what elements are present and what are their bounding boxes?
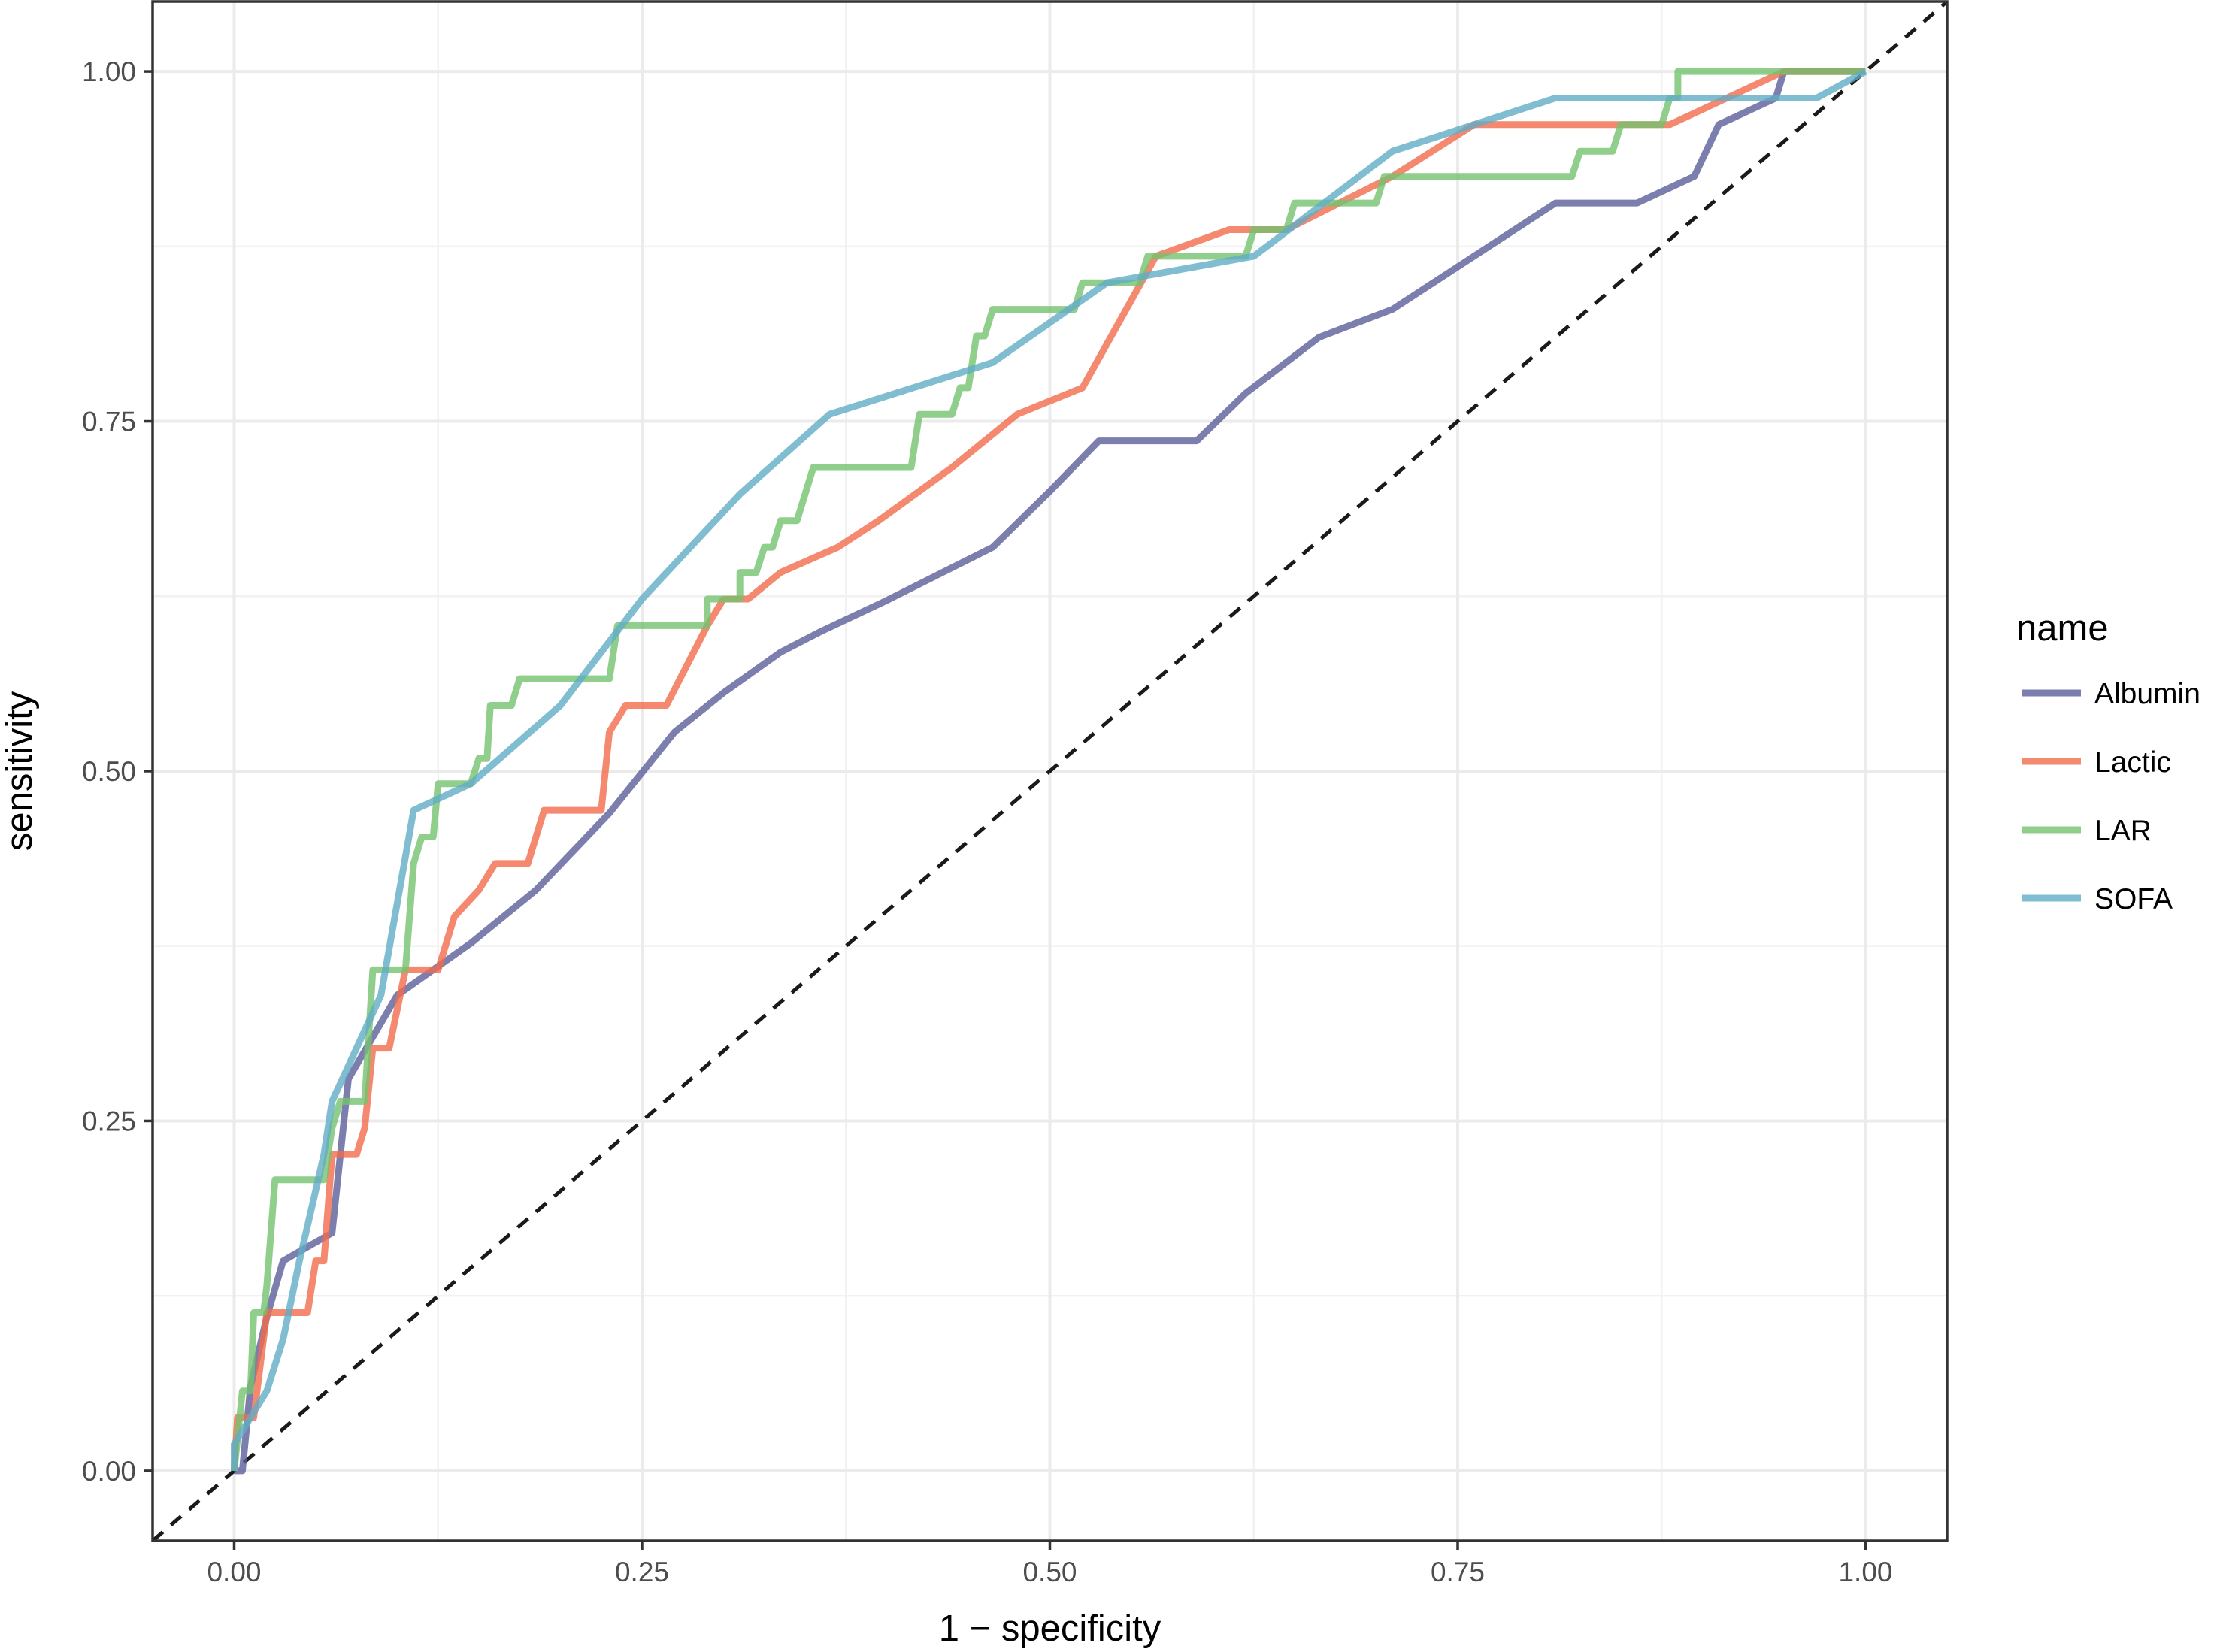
- legend-title: name: [2016, 608, 2109, 649]
- x-tick-label: 0.75: [1431, 1557, 1485, 1587]
- x-tick-label: 0.00: [207, 1557, 261, 1587]
- reference-diagonal-line: [151, 0, 1949, 1542]
- legend-label-albumin: Albumin: [2094, 678, 2200, 710]
- y-tick-label: 0.75: [82, 407, 136, 437]
- major-gridlines: [153, 2, 1947, 1541]
- x-axis-title: 1 − specificity: [939, 1608, 1161, 1649]
- y-tick-label: 0.50: [82, 756, 136, 787]
- y-axis-title: sensitivity: [0, 691, 40, 851]
- reference-diagonal: [151, 0, 1949, 1542]
- y-tick-label: 1.00: [82, 56, 136, 87]
- series-line-albumin: [234, 68, 1866, 1475]
- roc-curves: [231, 68, 1867, 1475]
- x-axis: 0.00 0.25 0.50 0.75 1.00: [207, 1541, 1893, 1587]
- x-tick-label: 0.50: [1022, 1557, 1077, 1587]
- legend: name Albumin Lactic LAR SOFA: [2016, 608, 2200, 915]
- y-tick-label: 0.00: [82, 1456, 136, 1487]
- x-tick-label: 1.00: [1838, 1557, 1892, 1587]
- y-axis: 0.00 0.25 0.50 0.75 1.00: [82, 56, 153, 1487]
- y-tick-label: 0.25: [82, 1106, 136, 1136]
- legend-label-sofa: SOFA: [2094, 883, 2173, 915]
- series-line-lar: [231, 68, 1866, 1472]
- legend-label-lactic: Lactic: [2094, 746, 2171, 779]
- x-tick-label: 0.25: [615, 1557, 669, 1587]
- series-line-lactic: [231, 68, 1866, 1472]
- series-line-sofa: [231, 68, 1867, 1471]
- legend-label-lar: LAR: [2094, 815, 2152, 847]
